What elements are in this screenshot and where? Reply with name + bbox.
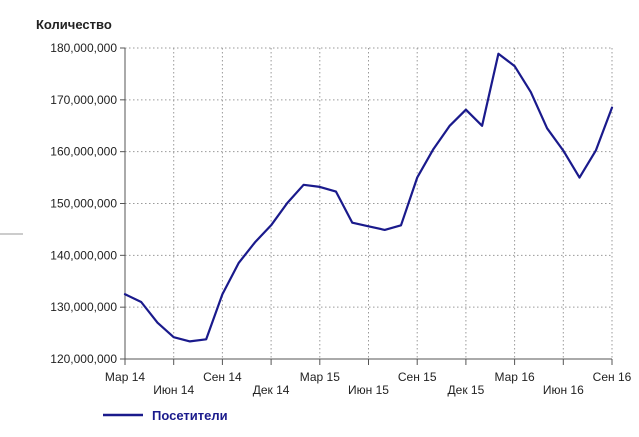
x-tick-label: Дек 15 (448, 383, 485, 397)
y-tick-label: 170,000,000 (50, 93, 117, 107)
x-tick-label: Дек 14 (253, 383, 290, 397)
y-tick-labels: 120,000,000 130,000,000 140,000,000 150,000… (50, 41, 117, 366)
x-tick-label: Сен 16 (593, 370, 632, 384)
y-tick-label: 160,000,000 (50, 145, 117, 159)
y-tick-label: 130,000,000 (50, 300, 117, 314)
series-line (123, 52, 614, 343)
grid (125, 47, 613, 359)
x-tick-label: Июн 15 (348, 383, 389, 397)
x-tick-label: Сен 14 (203, 370, 242, 384)
axes (120, 47, 613, 365)
x-tick-label: Мар 16 (495, 370, 535, 384)
legend: Посетители (103, 408, 228, 423)
legend-label: Посетители (152, 408, 228, 423)
x-tick-labels: Мар 14 Июн 14 Сен 14 Дек 14 Мар 15 Июн 15 Сен … (105, 370, 632, 397)
x-tick-label: Сен 15 (398, 370, 437, 384)
y-tick-label: 150,000,000 (50, 197, 117, 211)
x-tick-label: Мар 15 (300, 370, 340, 384)
series-layer (123, 52, 614, 343)
x-tick-label: Июн 16 (543, 383, 584, 397)
x-tick-label: Июн 14 (153, 383, 194, 397)
y-tick-label: 140,000,000 (50, 248, 117, 262)
y-axis-title: Количество (36, 17, 112, 32)
x-tick-label: Мар 14 (105, 370, 145, 384)
y-tick-label: 180,000,000 (50, 41, 117, 55)
y-tick-label: 120,000,000 (50, 352, 117, 366)
